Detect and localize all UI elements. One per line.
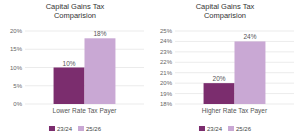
y-tick-label: 18% [160,101,173,107]
y-tick-label: 20% [160,80,173,86]
legend-label: 23/24 [207,126,223,132]
legend-label: 25/26 [86,126,102,132]
y-tick-label: 5% [13,83,22,89]
chart-root: Capital Gains TaxComparision0%5%10%15%20… [0,0,300,135]
data-label: 20% [213,75,226,82]
bar [235,41,266,104]
x-tick-label: Higher Rate Tax Payer [202,107,268,115]
title-line: Comparision [204,11,246,20]
title: Capital Gains TaxComparision [46,2,105,20]
legend-swatch [228,126,234,131]
y-tick-label: 25% [160,28,173,34]
y-tick-label: 10% [10,65,23,71]
legend-label: 25/26 [236,126,252,132]
y-tick-label: 22% [160,59,173,65]
data-label: 24% [243,33,256,40]
y-tick-label: 0% [13,101,22,107]
y-tick-label: 24% [160,38,173,44]
grid-line [25,31,144,32]
bar [85,38,116,104]
legend-swatch [78,126,84,131]
data-label: 18% [93,30,106,37]
labels: Higher Rate Tax Payer 20% 24% [202,33,268,115]
y-tick-label: 20% [10,28,23,34]
x-tick-label: Lower Rate Tax Payer [53,107,118,115]
bars [204,41,266,104]
legend-label: 23/24 [57,126,73,132]
legend-swatch [49,126,55,131]
title-line: Capital Gains Tax [196,2,255,11]
data-label: 10% [63,60,76,67]
grid-line [175,31,294,32]
title: Capital Gains TaxComparision [196,2,255,20]
bar [204,83,235,104]
panel: Capital Gains TaxComparision 0% 5% 10% 15% 20… [10,2,144,132]
panel: Capital Gains TaxComparision 18% 19% 20% 21%… [160,2,294,135]
legend: 23/24 25/26 [49,126,102,132]
title-line: Capital Gains Tax [46,2,105,11]
title-line: Comparision [54,11,96,20]
legend-swatch [199,126,205,131]
y-tick-label: 19% [160,91,173,97]
legend: 23/24 25/26 [199,126,252,132]
y-tick-label: 15% [10,46,23,52]
labels: Lower Rate Tax Payer 10% 18% [53,30,118,115]
bars [54,38,116,104]
bar [54,68,85,105]
y-tick-label: 23% [160,49,173,55]
y-tick-label: 21% [160,70,173,76]
